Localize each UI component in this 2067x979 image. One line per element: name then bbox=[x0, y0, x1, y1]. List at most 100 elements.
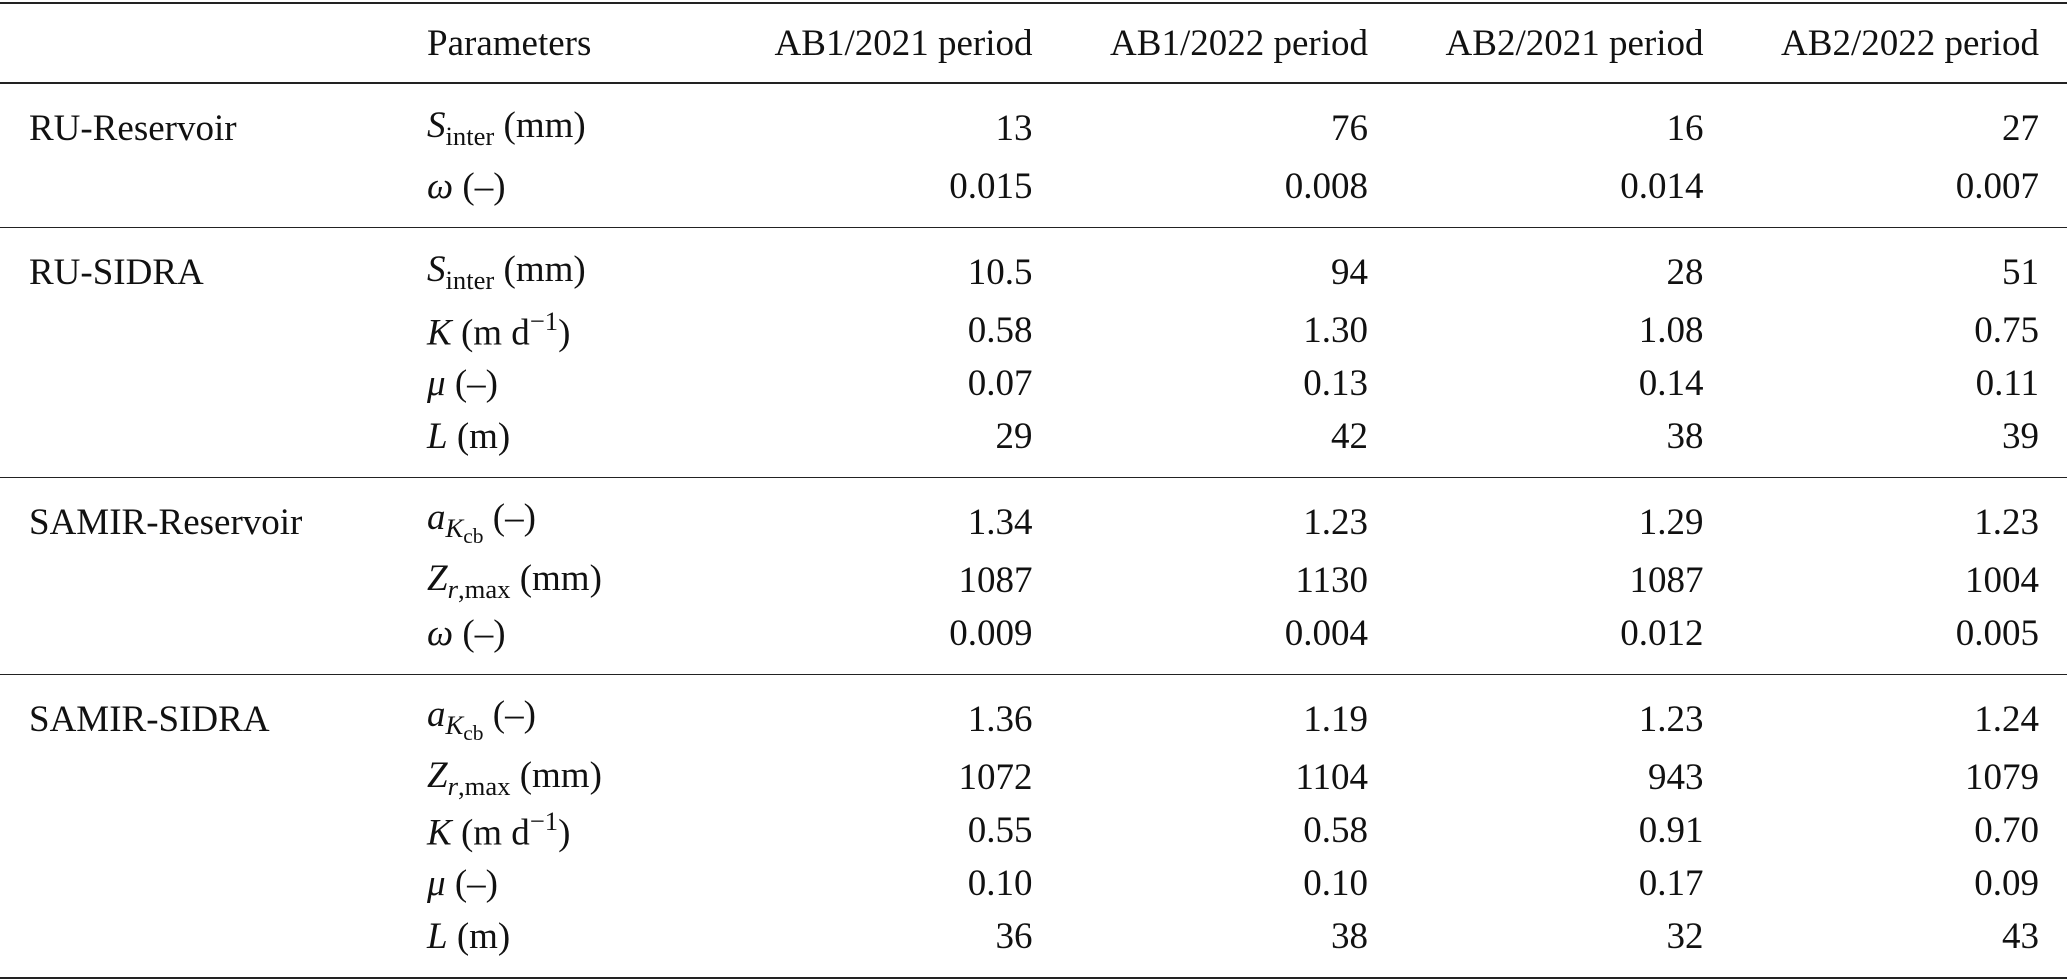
value-cell: 0.005 bbox=[1732, 607, 2067, 675]
group-cell bbox=[0, 751, 427, 804]
header-cell: AB1/2022 period bbox=[1061, 3, 1397, 83]
value-cell: 0.009 bbox=[725, 607, 1061, 675]
parameter-text: S bbox=[427, 249, 446, 290]
value-cell: 42 bbox=[1061, 410, 1397, 478]
value-cell: 0.004 bbox=[1061, 607, 1397, 675]
group-cell bbox=[0, 910, 427, 978]
parameter-text: L bbox=[427, 916, 448, 957]
parameter-text: (m) bbox=[448, 916, 511, 957]
value-cell: 38 bbox=[1061, 910, 1397, 978]
value-cell: 38 bbox=[1396, 410, 1732, 478]
value-cell: 0.70 bbox=[1732, 804, 2067, 857]
parameter-cell: L (m) bbox=[427, 910, 725, 978]
parameter-cell: K (m d−1) bbox=[427, 304, 725, 357]
parameter-text: inter bbox=[446, 265, 495, 295]
parameter-text: ω bbox=[427, 613, 453, 654]
value-cell: 1130 bbox=[1061, 554, 1397, 607]
parameter-text: ) bbox=[558, 813, 570, 854]
value-cell: 0.10 bbox=[1061, 857, 1397, 910]
header-cell: AB2/2022 period bbox=[1732, 3, 2067, 83]
parameter-text: (–) bbox=[446, 863, 498, 904]
header-cell: Parameters bbox=[427, 3, 725, 83]
parameter-text: (–) bbox=[446, 363, 498, 404]
group-cell bbox=[0, 804, 427, 857]
value-cell: 32 bbox=[1396, 910, 1732, 978]
parameter-cell: Sinter (mm) bbox=[427, 83, 725, 160]
value-cell: 1087 bbox=[1396, 554, 1732, 607]
parameter-text: a bbox=[427, 694, 446, 735]
value-cell: 1104 bbox=[1061, 751, 1397, 804]
parameter-text: K bbox=[427, 313, 452, 354]
parameter-text: Z bbox=[427, 755, 448, 796]
group-cell bbox=[0, 357, 427, 410]
parameter-text: ,max bbox=[458, 573, 511, 603]
value-cell: 0.13 bbox=[1061, 357, 1397, 410]
value-cell: 94 bbox=[1061, 228, 1397, 305]
value-cell: 0.11 bbox=[1732, 357, 2067, 410]
parameter-cell: ω (–) bbox=[427, 607, 725, 675]
value-cell: 1079 bbox=[1732, 751, 2067, 804]
value-cell: 0.75 bbox=[1732, 304, 2067, 357]
parameter-text: S bbox=[427, 105, 446, 146]
parameter-cell: Zr,max (mm) bbox=[427, 554, 725, 607]
parameter-text: −1 bbox=[530, 806, 558, 836]
parameter-text: (m d bbox=[452, 813, 530, 854]
parameter-text: (m) bbox=[448, 416, 511, 457]
value-cell: 0.58 bbox=[725, 304, 1061, 357]
parameter-text: K bbox=[446, 513, 464, 543]
parameter-text: K bbox=[427, 813, 452, 854]
value-cell: 0.91 bbox=[1396, 804, 1732, 857]
value-cell: 0.55 bbox=[725, 804, 1061, 857]
value-cell: 1004 bbox=[1732, 554, 2067, 607]
value-cell: 28 bbox=[1396, 228, 1732, 305]
group-cell: RU-Reservoir bbox=[0, 83, 427, 160]
value-cell: 1.29 bbox=[1396, 478, 1732, 555]
value-cell: 29 bbox=[725, 410, 1061, 478]
group-cell bbox=[0, 857, 427, 910]
parameter-text: (mm) bbox=[494, 249, 585, 290]
parameter-text: a bbox=[427, 497, 446, 538]
value-cell: 1.34 bbox=[725, 478, 1061, 555]
header-cell: AB2/2021 period bbox=[1396, 3, 1732, 83]
group-cell: RU-SIDRA bbox=[0, 228, 427, 305]
parameter-text: (–) bbox=[453, 613, 505, 654]
parameter-cell: μ (–) bbox=[427, 357, 725, 410]
group-cell bbox=[0, 410, 427, 478]
value-cell: 1.30 bbox=[1061, 304, 1397, 357]
group-cell bbox=[0, 304, 427, 357]
group-cell: SAMIR-Reservoir bbox=[0, 478, 427, 555]
value-cell: 0.09 bbox=[1732, 857, 2067, 910]
value-cell: 13 bbox=[725, 83, 1061, 160]
parameter-text: (mm) bbox=[494, 105, 585, 146]
header-cell bbox=[0, 3, 427, 83]
parameter-cell: aKcb (–) bbox=[427, 478, 725, 555]
parameter-text: r bbox=[448, 573, 458, 603]
group-cell bbox=[0, 160, 427, 228]
parameter-text: K bbox=[446, 710, 464, 740]
parameter-text: −1 bbox=[530, 306, 558, 336]
value-cell: 43 bbox=[1732, 910, 2067, 978]
group-name: SAMIR-SIDRA bbox=[29, 699, 270, 740]
group-cell bbox=[0, 607, 427, 675]
parameter-text: cb bbox=[463, 523, 483, 547]
parameter-cell: K (m d−1) bbox=[427, 804, 725, 857]
header-cell: AB1/2021 period bbox=[725, 3, 1061, 83]
value-cell: 0.008 bbox=[1061, 160, 1397, 228]
value-cell: 0.10 bbox=[725, 857, 1061, 910]
parameter-cell: aKcb (–) bbox=[427, 675, 725, 752]
value-cell: 1087 bbox=[725, 554, 1061, 607]
